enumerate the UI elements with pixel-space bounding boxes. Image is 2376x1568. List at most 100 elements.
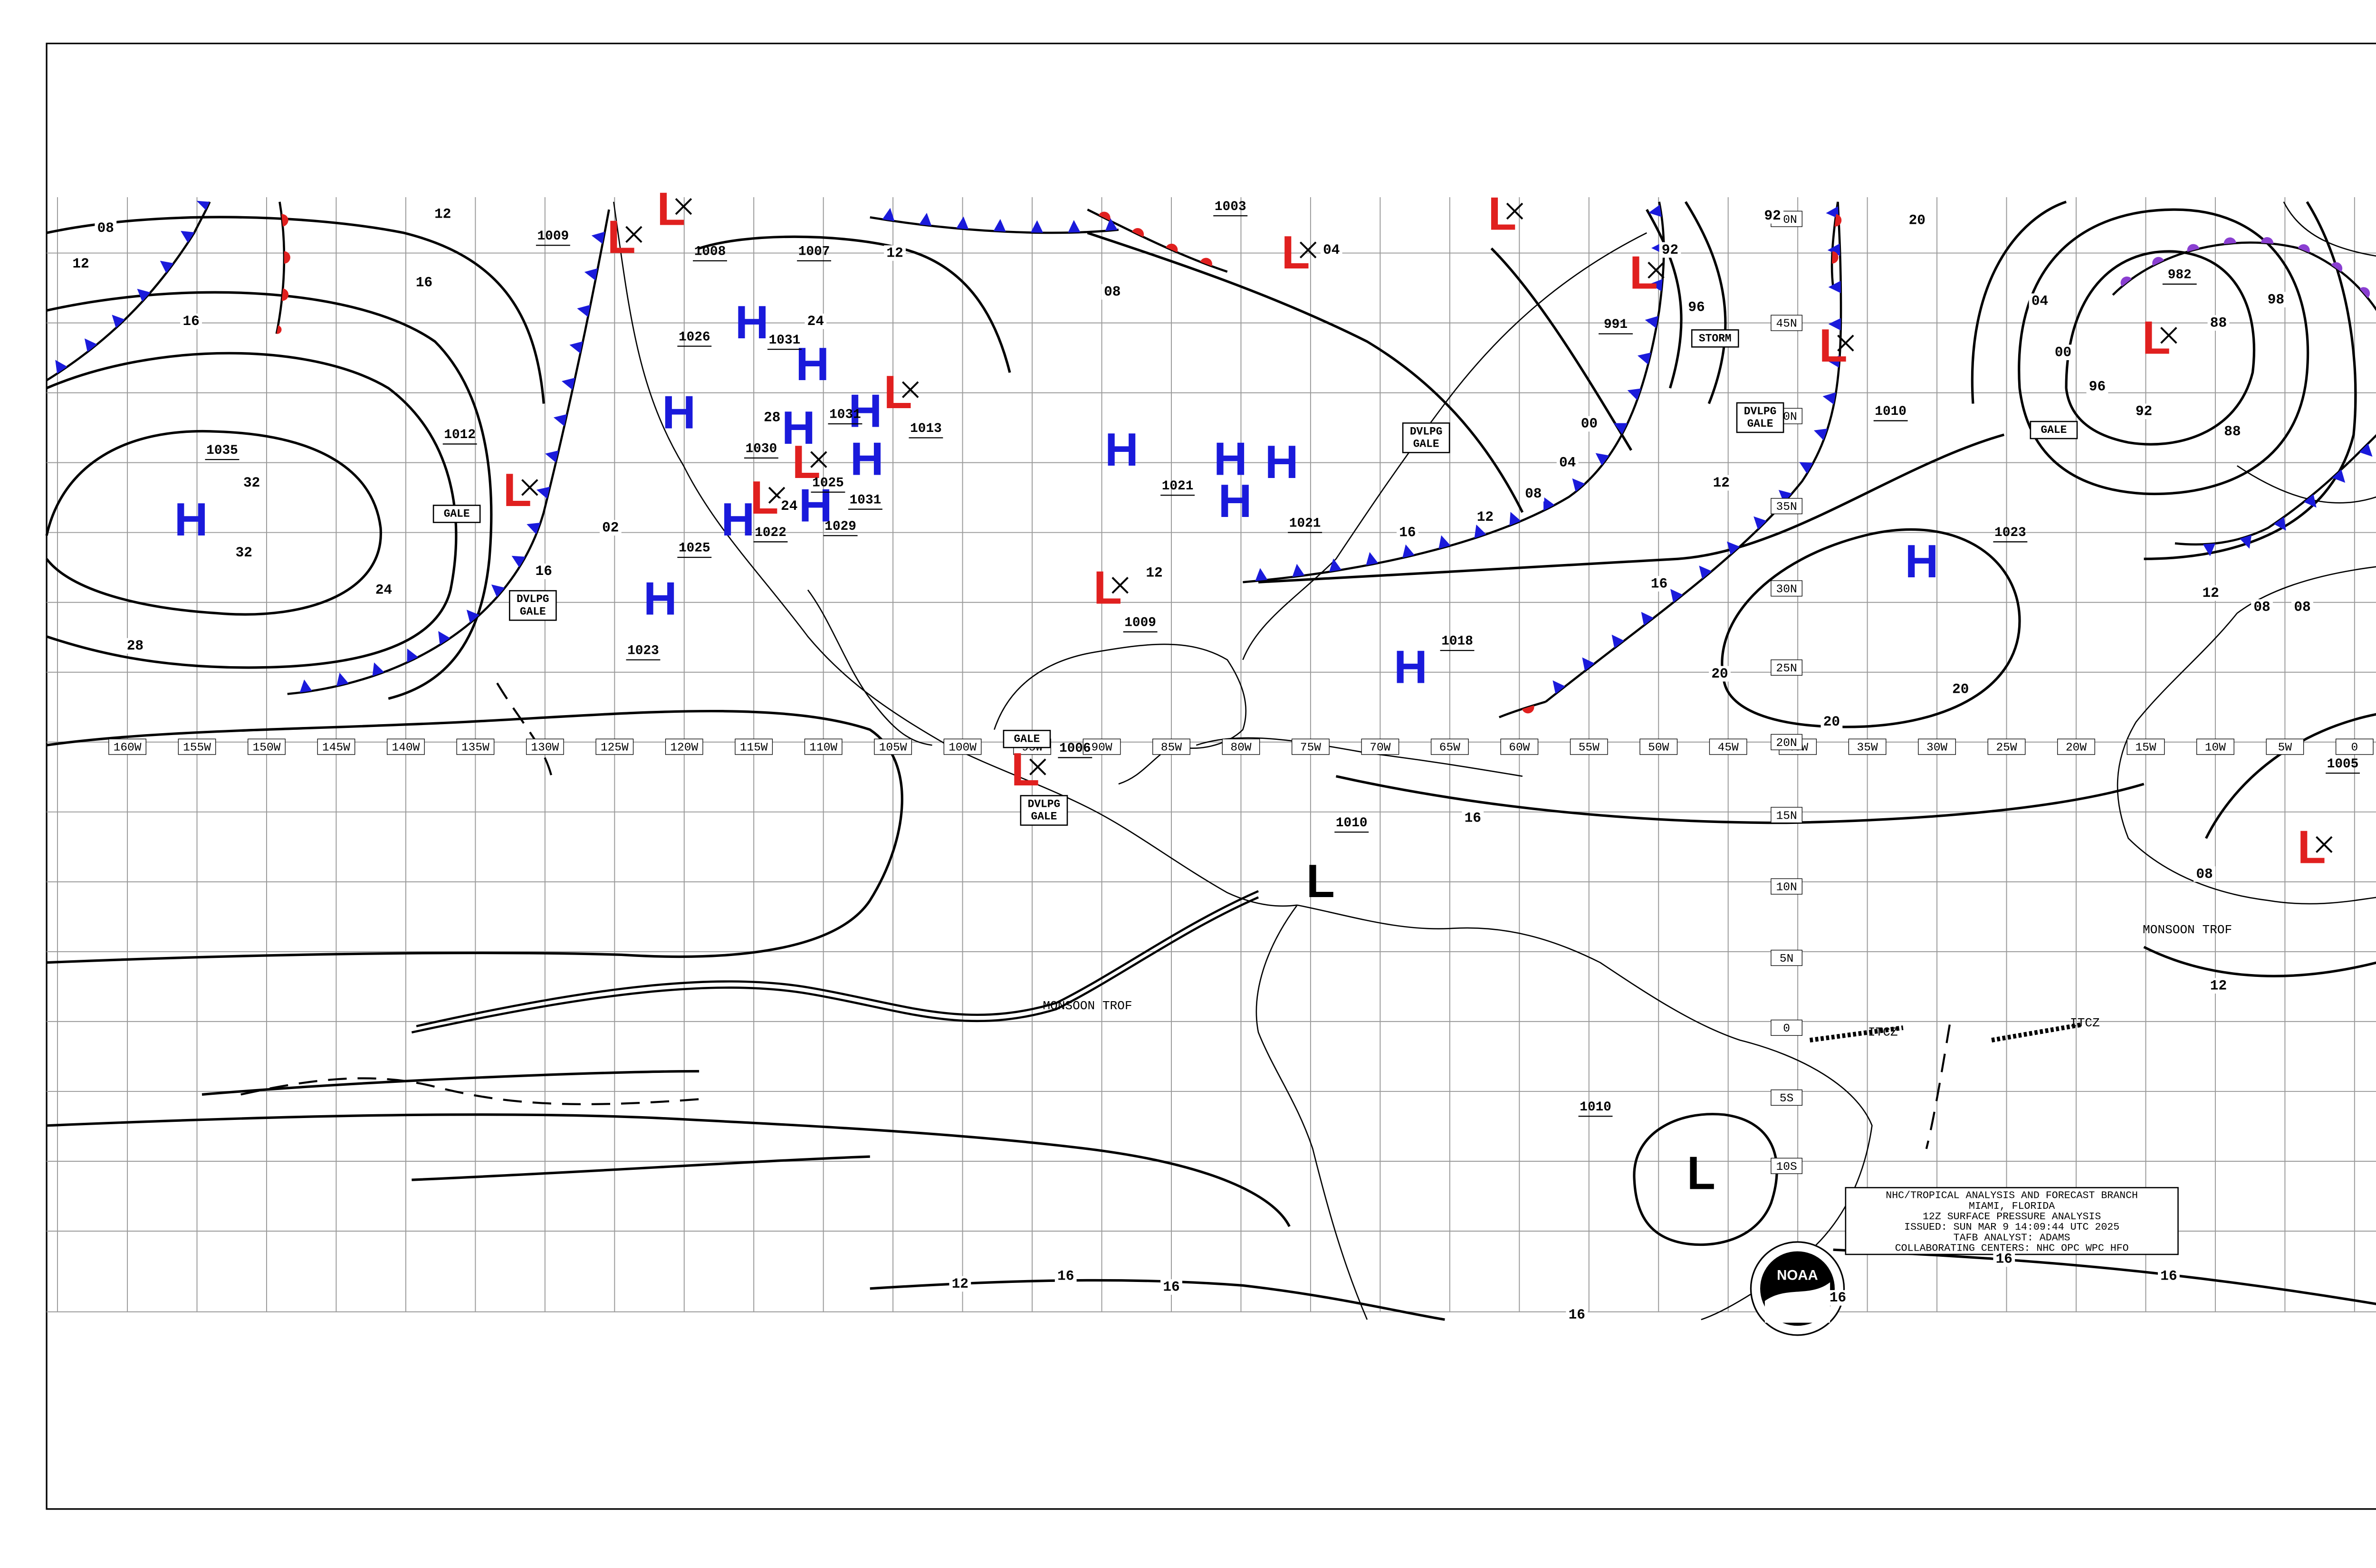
central-pressure: 1013 bbox=[910, 421, 942, 436]
isobar-label-bg bbox=[1054, 1268, 1077, 1284]
longitude-label-box bbox=[1222, 738, 1260, 755]
cold-front-barb bbox=[584, 268, 598, 281]
isobar-label-bg bbox=[1566, 1307, 1588, 1323]
longitude-label-box bbox=[874, 738, 912, 755]
isobar-label: 16 bbox=[536, 564, 552, 579]
cold-front-barb bbox=[181, 230, 195, 243]
longitude-label: 80W bbox=[1230, 742, 1251, 755]
warm-front-bump bbox=[1132, 228, 1144, 237]
isobar-label: 32 bbox=[243, 475, 260, 491]
isobar-label-bg bbox=[1686, 299, 1707, 316]
longitude-label: 75W bbox=[1300, 742, 1321, 755]
tropical-low-center: L bbox=[1687, 1147, 1715, 1199]
annotation-text: GALE bbox=[520, 605, 546, 618]
isobar-label: 20 bbox=[1909, 213, 1926, 229]
warm-front-bump bbox=[2331, 262, 2343, 272]
isobar-label: 02 bbox=[602, 520, 619, 536]
isobar bbox=[46, 352, 458, 669]
isobar-label: 32 bbox=[236, 545, 252, 561]
warm-front-bump bbox=[1200, 258, 1212, 267]
isobar bbox=[1087, 231, 1524, 513]
cold-front-barb bbox=[1799, 462, 1813, 474]
longitude-label: 60W bbox=[1509, 742, 1530, 755]
longitude-label: 0 bbox=[2351, 742, 2358, 755]
central-pressure: 1035 bbox=[206, 443, 238, 458]
isobar-label: 12 bbox=[1713, 475, 1730, 491]
warm-front-bump bbox=[2187, 244, 2200, 252]
cold-front-barb bbox=[1649, 279, 1663, 292]
annotation-box bbox=[1003, 729, 1051, 748]
isobar bbox=[46, 709, 903, 964]
fronts bbox=[46, 201, 2376, 718]
longitude-label: 5W bbox=[2278, 742, 2292, 755]
annotation-text: GALE bbox=[1747, 418, 1773, 430]
isobar-label: 04 bbox=[1559, 455, 1576, 470]
cold-front-barb bbox=[1828, 318, 1841, 331]
longitude-label: 155W bbox=[183, 742, 211, 755]
cold-front-barb bbox=[160, 260, 174, 273]
latitude-label-box bbox=[1771, 734, 1802, 750]
longitude-label-box bbox=[456, 738, 495, 755]
longitude-label-box bbox=[1918, 738, 1956, 755]
isobar-label: 92 bbox=[2136, 404, 2152, 420]
isobar-label-bg bbox=[1659, 242, 1681, 258]
isobar-label: 08 bbox=[97, 220, 114, 236]
longitude-label-box bbox=[387, 738, 425, 755]
low-center-mark bbox=[810, 451, 827, 468]
warm-front-bump bbox=[1098, 211, 1111, 221]
isobar-label: 20 bbox=[1823, 714, 1840, 730]
longitude-label: 130W bbox=[531, 742, 559, 755]
longitude-label-box bbox=[1987, 738, 2026, 755]
latitude-label-box bbox=[1771, 659, 1802, 676]
longitude-label: 100W bbox=[948, 742, 977, 755]
isobar-label: 16 bbox=[1651, 576, 1667, 592]
longitude-label-box bbox=[2266, 738, 2304, 755]
annotation-text: DVLPG bbox=[1410, 425, 1443, 438]
cold-front-barb bbox=[299, 679, 312, 693]
cold-front-barb bbox=[956, 216, 969, 229]
isobar-label-bg bbox=[413, 275, 435, 290]
central-pressure: 1025 bbox=[812, 476, 844, 490]
cold-front-barb bbox=[466, 610, 479, 623]
cold-front-barb bbox=[591, 231, 605, 244]
isobar bbox=[1721, 528, 2021, 728]
cold-front-barb bbox=[1813, 429, 1828, 440]
isobar bbox=[2204, 713, 2376, 839]
longitude-label: 105W bbox=[879, 742, 907, 755]
high-center: H bbox=[1905, 535, 1939, 587]
cold-front-barb bbox=[919, 212, 932, 226]
cold-front-barb bbox=[1552, 680, 1565, 694]
cold-front-barb bbox=[511, 555, 526, 568]
isobar-label-bg bbox=[2207, 978, 2230, 994]
isobar-label-bg bbox=[124, 638, 146, 654]
isobar-label-bg bbox=[1709, 666, 1731, 682]
isobar-label-bg bbox=[1710, 475, 1733, 491]
longitude-label-box bbox=[1361, 738, 1399, 755]
longitude-label: 10W bbox=[2205, 742, 2226, 755]
isobar bbox=[45, 430, 382, 616]
central-pressure: 982 bbox=[2168, 268, 2192, 283]
latitude-label-box bbox=[1771, 315, 1802, 331]
isobar-label: 08 bbox=[1525, 486, 1542, 502]
cold-front-barb bbox=[2203, 543, 2215, 556]
low-center-mark bbox=[675, 198, 692, 215]
longitude-label-box bbox=[804, 738, 843, 755]
central-pressure: 1023 bbox=[627, 643, 659, 658]
annotation-text: DVLPG bbox=[517, 593, 549, 605]
cold-front-barb bbox=[1572, 478, 1585, 492]
annotation-box bbox=[1402, 422, 1450, 453]
latitude-label-box bbox=[1771, 498, 1802, 515]
isobar bbox=[2143, 946, 2376, 977]
cold-front-barb bbox=[438, 631, 450, 645]
longitude-label-box bbox=[2057, 738, 2095, 755]
isobar-label: 92 bbox=[1662, 242, 1678, 258]
longitude-label: 160W bbox=[114, 742, 142, 755]
high-center: H bbox=[799, 479, 833, 532]
cold-front bbox=[287, 209, 610, 695]
isobar-label: 00 bbox=[2055, 344, 2071, 360]
cold-front-barb bbox=[1828, 280, 1841, 294]
latitude-label: 20N bbox=[1776, 737, 1797, 750]
cold-front-barb bbox=[1255, 568, 1268, 581]
central-pressure: 1006 bbox=[1059, 741, 1091, 756]
coastline bbox=[1242, 232, 1647, 660]
